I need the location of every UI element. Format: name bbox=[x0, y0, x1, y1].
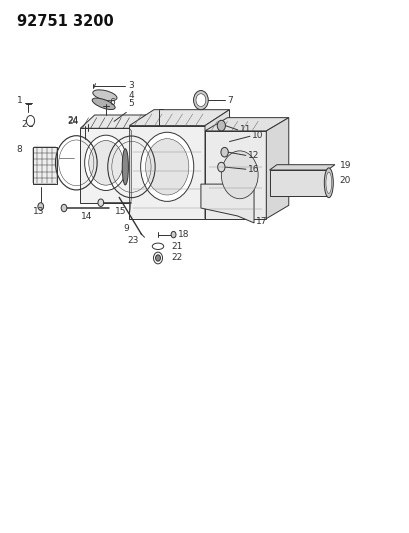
Text: 13: 13 bbox=[33, 207, 44, 216]
Polygon shape bbox=[129, 128, 131, 216]
Polygon shape bbox=[129, 110, 229, 126]
Circle shape bbox=[193, 91, 208, 110]
Text: 24: 24 bbox=[67, 117, 78, 126]
Polygon shape bbox=[204, 110, 229, 219]
Text: 92751 3200: 92751 3200 bbox=[17, 14, 114, 29]
Polygon shape bbox=[129, 126, 204, 219]
Text: 5: 5 bbox=[128, 99, 134, 108]
Polygon shape bbox=[200, 184, 254, 223]
Circle shape bbox=[217, 163, 225, 172]
Text: 2: 2 bbox=[22, 119, 27, 128]
Text: 19: 19 bbox=[339, 161, 351, 170]
Text: 23: 23 bbox=[128, 237, 139, 246]
Circle shape bbox=[171, 231, 175, 238]
Circle shape bbox=[61, 204, 67, 212]
Circle shape bbox=[38, 203, 43, 210]
Ellipse shape bbox=[92, 98, 115, 110]
Text: 22: 22 bbox=[171, 254, 182, 262]
Text: 15: 15 bbox=[114, 207, 126, 216]
Circle shape bbox=[145, 139, 189, 195]
Circle shape bbox=[98, 199, 103, 206]
Text: 18: 18 bbox=[177, 230, 189, 239]
Text: 14: 14 bbox=[81, 212, 92, 221]
Text: 16: 16 bbox=[247, 165, 259, 174]
Text: 24: 24 bbox=[67, 116, 78, 125]
Polygon shape bbox=[269, 170, 327, 196]
Text: 10: 10 bbox=[252, 131, 263, 140]
Text: 20: 20 bbox=[339, 175, 351, 184]
Polygon shape bbox=[204, 118, 288, 131]
Polygon shape bbox=[269, 165, 334, 170]
Text: 12: 12 bbox=[247, 151, 258, 160]
Ellipse shape bbox=[122, 149, 128, 185]
Ellipse shape bbox=[92, 90, 117, 101]
Ellipse shape bbox=[325, 172, 331, 193]
Text: 11: 11 bbox=[239, 125, 251, 134]
Polygon shape bbox=[32, 147, 57, 184]
Text: 9: 9 bbox=[123, 224, 129, 233]
Text: 3: 3 bbox=[128, 81, 134, 90]
Circle shape bbox=[196, 94, 205, 107]
Polygon shape bbox=[265, 118, 288, 219]
Circle shape bbox=[155, 255, 160, 261]
Text: 6: 6 bbox=[109, 98, 115, 107]
Text: 7: 7 bbox=[227, 95, 233, 104]
Circle shape bbox=[221, 151, 258, 199]
Circle shape bbox=[84, 135, 127, 190]
Polygon shape bbox=[204, 131, 265, 219]
Ellipse shape bbox=[324, 168, 333, 198]
Circle shape bbox=[217, 120, 225, 131]
Circle shape bbox=[140, 132, 193, 201]
Text: 17: 17 bbox=[256, 217, 267, 226]
Text: 4: 4 bbox=[128, 91, 133, 100]
Polygon shape bbox=[80, 115, 145, 128]
Text: 1: 1 bbox=[17, 96, 23, 105]
Text: 21: 21 bbox=[171, 242, 182, 251]
Circle shape bbox=[220, 148, 228, 157]
Polygon shape bbox=[131, 115, 145, 203]
Circle shape bbox=[88, 141, 123, 185]
Polygon shape bbox=[80, 128, 131, 203]
Text: 8: 8 bbox=[16, 145, 22, 154]
